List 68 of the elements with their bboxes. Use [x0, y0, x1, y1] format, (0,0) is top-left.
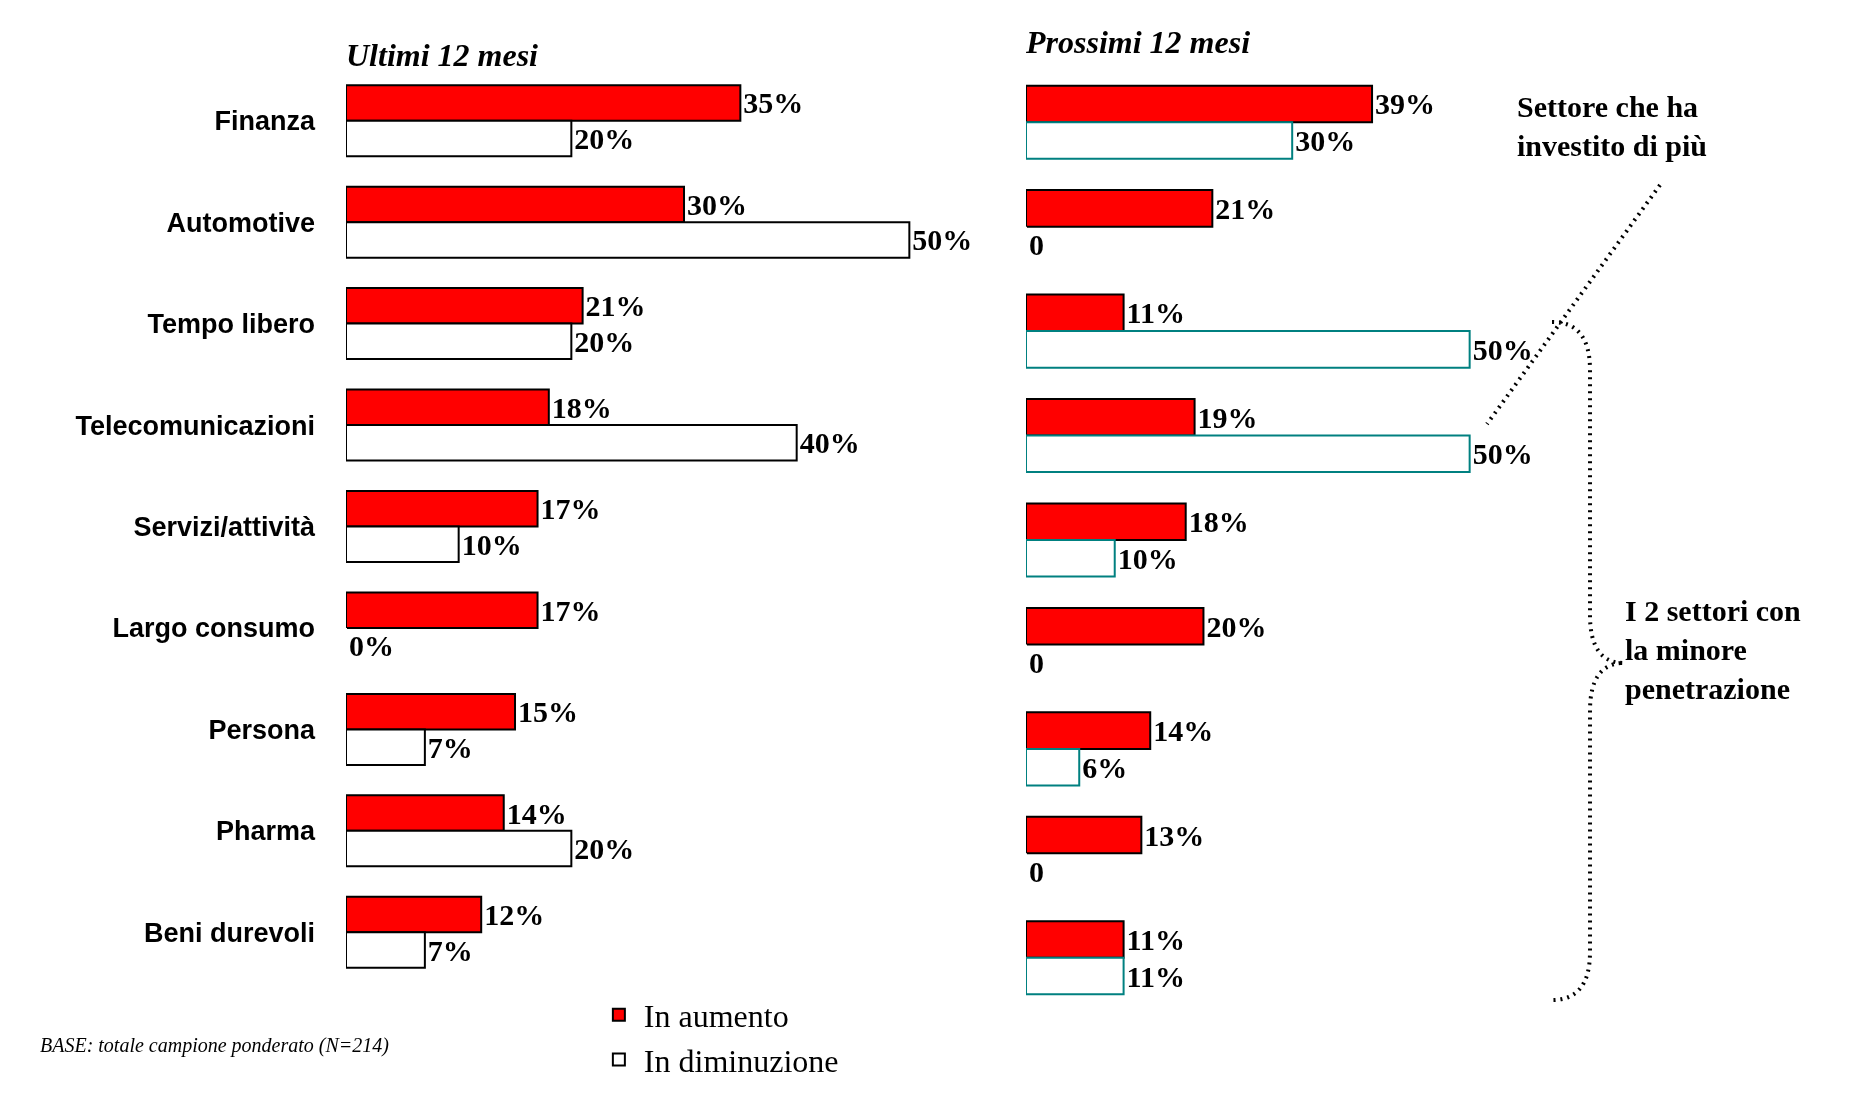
data-label: 39% — [1375, 87, 1436, 121]
y-tick-label: Largo consumo — [112, 613, 315, 644]
bar — [1026, 606, 1205, 646]
data-label: 14% — [506, 796, 567, 830]
y-tick-label: Pharma — [215, 816, 316, 847]
y-tick-label: Telecomunicazioni — [75, 410, 315, 441]
legend-label: In diminuzione — [643, 1042, 839, 1079]
y-tick-label: Finanza — [214, 106, 316, 137]
bar — [1026, 189, 1214, 228]
bar — [1026, 502, 1187, 541]
bar — [1026, 711, 1152, 750]
bar — [1026, 956, 1125, 996]
data-label: 30% — [687, 187, 748, 221]
y-tick-label: Automotive — [166, 207, 315, 238]
data-label: 6% — [1082, 750, 1128, 784]
data-label: 7% — [427, 933, 473, 967]
data-label: 20% — [1206, 609, 1267, 643]
data-label: 13% — [1144, 818, 1205, 852]
data-label: 12% — [484, 898, 545, 932]
data-label: 0 — [1029, 646, 1044, 680]
chart-title: Ultimi 12 mesi — [346, 37, 539, 74]
data-label: 35% — [743, 86, 804, 120]
data-label: 17% — [540, 492, 601, 526]
chart-title: Prossimi 12 mesi — [1025, 24, 1251, 61]
data-label: 11% — [1126, 959, 1185, 993]
y-tick-label: Persona — [208, 714, 316, 745]
y-tick-label: Tempo libero — [147, 309, 315, 340]
legend-label: In aumento — [643, 998, 789, 1035]
bar — [1026, 920, 1125, 959]
bar — [1026, 398, 1196, 437]
text: I 2 settori con la minore penetrazione — [1625, 594, 1802, 705]
data-label: 7% — [427, 730, 473, 764]
bar — [1026, 747, 1081, 787]
data-label: 30% — [1295, 124, 1356, 157]
bar — [1026, 434, 1471, 474]
data-label: 50% — [912, 223, 973, 257]
bar — [1026, 539, 1116, 578]
bar — [1026, 84, 1374, 124]
data-label: 50% — [1472, 437, 1533, 471]
y-tick-label: Servizi/attività — [133, 511, 316, 542]
data-label: 10% — [461, 527, 522, 561]
data-label: 40% — [799, 426, 860, 460]
data-label: 15% — [518, 695, 579, 729]
data-label: 21% — [585, 289, 646, 323]
bar — [1026, 293, 1125, 333]
data-label: 20% — [574, 324, 635, 358]
data-label: 0 — [1029, 228, 1044, 262]
data-label: 10% — [1117, 541, 1178, 575]
data-label: 0% — [349, 629, 394, 663]
data-label: 21% — [1215, 191, 1276, 225]
data-label: 11% — [1126, 296, 1185, 330]
data-label: 18% — [1188, 505, 1249, 539]
data-label: 50% — [1472, 332, 1533, 366]
data-label: 20% — [574, 121, 635, 155]
data-label: 18% — [551, 390, 612, 424]
data-label: 17% — [540, 593, 601, 627]
bar — [346, 591, 539, 629]
data-label: 19% — [1197, 400, 1258, 434]
data-label: 0 — [1029, 855, 1044, 889]
data-label: 11% — [1126, 923, 1185, 956]
data-label: 14% — [1153, 714, 1214, 748]
text: Settore che ha investito di più — [1517, 90, 1708, 162]
text: BASE: totale campione ponderato (N=214) — [40, 1034, 390, 1057]
bar — [1026, 815, 1143, 855]
y-tick-label: Beni durevoli — [143, 917, 315, 948]
bar — [1026, 121, 1294, 160]
data-label: 20% — [574, 832, 635, 866]
bar — [1026, 330, 1471, 369]
